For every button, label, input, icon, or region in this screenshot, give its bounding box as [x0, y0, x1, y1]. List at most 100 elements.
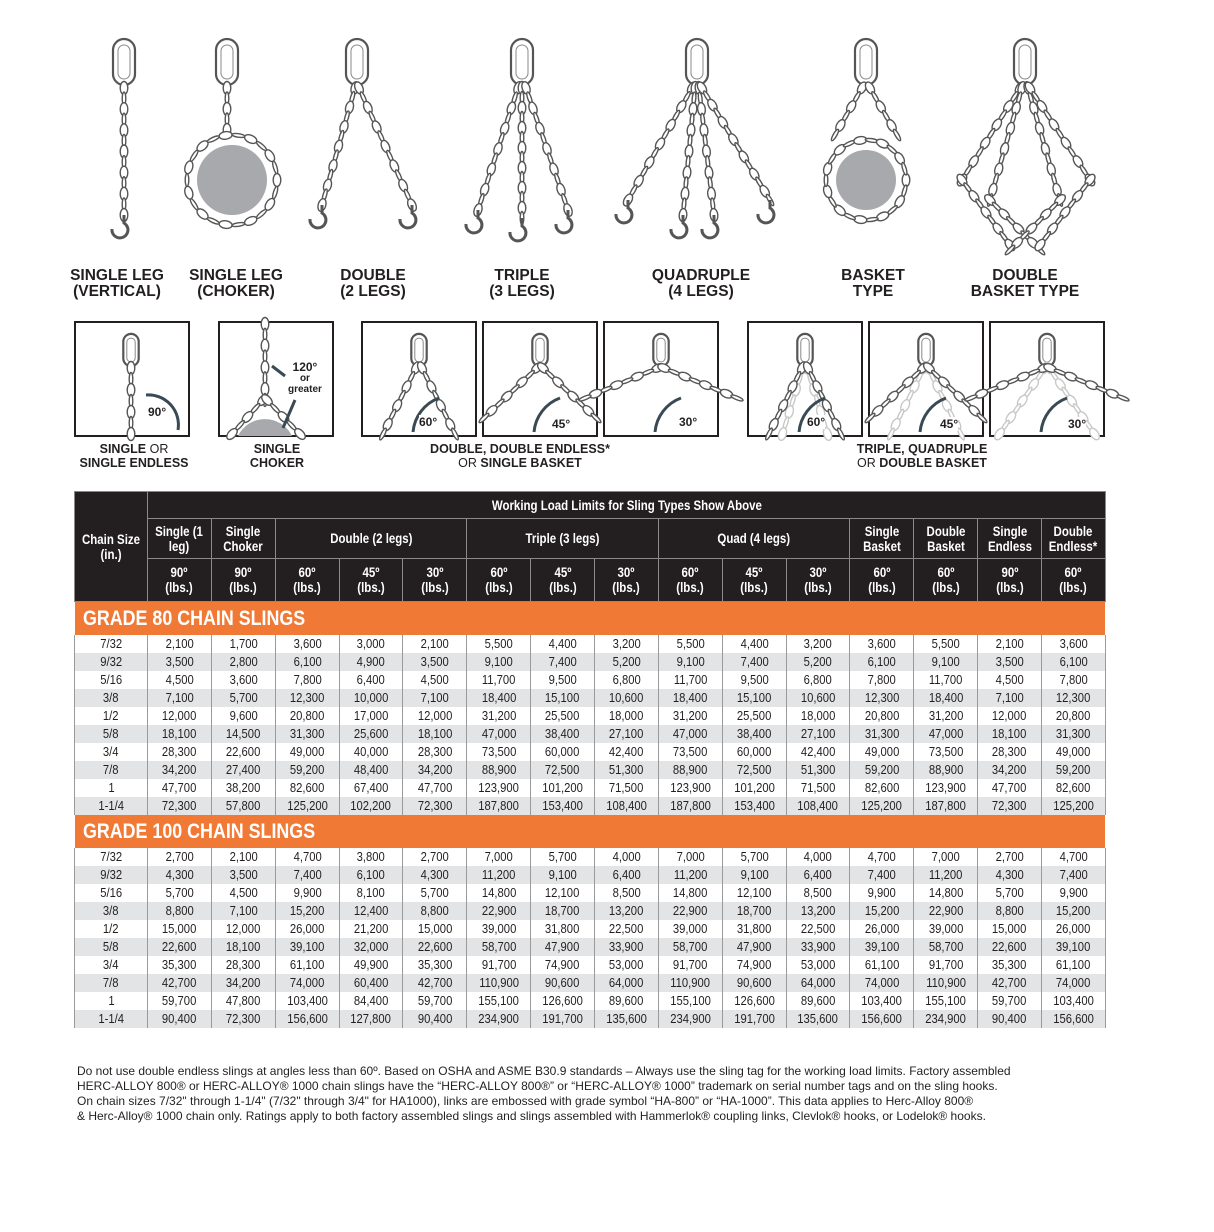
load-limit-cell: 7,400	[1041, 866, 1106, 884]
chain-link-icon	[218, 130, 233, 141]
table-row: 7/8 42,700 34,200 74,000 60,400 42,700 110,900…	[74, 974, 1106, 992]
load-limit-cell: 7,000	[657, 848, 723, 866]
load-limit-cell: 9,500	[721, 671, 787, 689]
load-limit-cell: 28,300	[977, 743, 1043, 761]
load-limit-cell: 5,200	[785, 653, 851, 671]
chain-link-icon	[184, 160, 194, 175]
hook-icon	[756, 200, 776, 225]
load-limit-cell: 31,300	[849, 725, 915, 743]
load-limit-cell: 20,800	[849, 707, 915, 725]
load-limit-cell: 64,000	[594, 974, 659, 992]
load-icon	[238, 419, 292, 436]
sling-group-header: Double (2 legs)	[274, 518, 468, 559]
load-limit-cell: 57,800	[210, 797, 276, 815]
load-limit-cell: 123,900	[657, 779, 723, 797]
load-limit-cell: 72,300	[210, 1010, 276, 1028]
label-line: QUADRUPLE	[651, 267, 751, 284]
load-limit-cell: 4,500	[977, 671, 1043, 689]
load-limit-cell: 59,700	[402, 992, 468, 1010]
load-limit-cell: 11,700	[913, 671, 979, 689]
load-limit-cell: 6,400	[338, 671, 404, 689]
load-limit-cell: 22,500	[594, 920, 659, 938]
sling-type-label: DOUBLE BASKET TYPE	[971, 268, 1080, 300]
label-line: SINGLE LEG	[189, 267, 283, 284]
load-limit-cell: 12,000	[402, 707, 468, 725]
load-limit-cell: 7,000	[466, 848, 532, 866]
angle-arrow-icon	[1039, 396, 1068, 433]
load-limit-cell: 14,800	[466, 884, 532, 902]
load-limit-cell: 3,600	[210, 671, 276, 689]
chain-link-icon	[218, 219, 233, 230]
load-limit-cell: 108,400	[785, 797, 851, 815]
chain-link-icon	[886, 427, 896, 441]
load-limit-cell: 74,000	[849, 974, 915, 992]
label-line: (2 LEGS)	[340, 283, 406, 300]
chain-link-icon	[976, 412, 988, 424]
load-limit-cell: 51,300	[785, 761, 851, 779]
caption-bold: DOUBLE BASKET	[879, 456, 987, 470]
load-limit-cell: 7,100	[210, 902, 276, 920]
label-line: (3 LEGS)	[489, 283, 555, 300]
load-limit-cell: 84,400	[338, 992, 404, 1010]
sling-group-header: Single (1 leg)	[147, 518, 212, 559]
load-limit-cell: 35,300	[402, 956, 468, 974]
load-limit-cell: 90,400	[147, 1010, 212, 1028]
footnote-line: Do not use double endless slings at angl…	[77, 1064, 1011, 1078]
caption-thin: OR	[146, 442, 169, 456]
load-limit-cell: 126,600	[721, 992, 787, 1010]
load-limit-cell: 5,500	[913, 635, 979, 653]
load-limit-cell: 22,900	[657, 902, 723, 920]
diagram-caption: SINGLE OR SINGLE ENDLESS	[79, 442, 188, 470]
load-limit-cell: 6,100	[274, 653, 340, 671]
load-limit-cell: 3,500	[402, 653, 468, 671]
load-limit-cell: 6,100	[1041, 653, 1106, 671]
load-limit-cell: 17,000	[338, 707, 404, 725]
load-limit-cell: 34,200	[210, 974, 276, 992]
hook-icon	[700, 215, 720, 240]
sling-group-header: Single Basket	[849, 518, 915, 559]
diagram-caption: DOUBLE, DOUBLE ENDLESS* OR SINGLE BASKET	[430, 442, 610, 470]
hook-icon	[669, 215, 689, 240]
master-link-inner	[117, 44, 131, 80]
load-limit-cell: 4,700	[1041, 848, 1106, 866]
load-limit-cell: 42,400	[594, 743, 659, 761]
load-limit-cell: 25,500	[530, 707, 596, 725]
load-limit-cell: 191,700	[530, 1010, 596, 1028]
load-limit-cell: 6,800	[785, 671, 851, 689]
load-limit-cell: 13,200	[594, 902, 659, 920]
load-limit-cell: 12,300	[274, 689, 340, 707]
load-limit-cell: 12,000	[147, 707, 212, 725]
load-limit-cell: 53,000	[785, 956, 851, 974]
load-limit-cell: 14,800	[913, 884, 979, 902]
load-limit-cell: 40,000	[338, 743, 404, 761]
chain-link-icon	[1116, 394, 1130, 402]
angle-header: 60º (lbs.)	[1041, 558, 1106, 602]
chain-link-icon	[226, 427, 238, 441]
load-limit-cell: 156,600	[849, 1010, 915, 1028]
angle-diagram-box	[747, 321, 863, 442]
label-line: BASKET	[841, 267, 905, 284]
load-limit-cell: 3,500	[977, 653, 1043, 671]
angle-label: 45°	[940, 417, 959, 431]
load-limit-cell: 22,900	[466, 902, 532, 920]
table-row: 3/4 35,300 28,300 61,100 49,900 35,300 91,700 7…	[74, 956, 1106, 974]
load-limit-cell: 2,700	[977, 848, 1043, 866]
load-limit-cell: 74,900	[530, 956, 596, 974]
load-limit-cell: 155,100	[466, 992, 532, 1010]
load-limit-cell: 72,300	[147, 797, 212, 815]
master-link-inner	[859, 44, 873, 80]
load-limit-cell: 49,000	[849, 743, 915, 761]
table-row: 3/4 28,300 22,600 49,000 40,000 28,300 73,500 6…	[74, 743, 1106, 761]
load-limit-cell: 9,100	[913, 653, 979, 671]
load-limit-cell: 67,400	[338, 779, 404, 797]
load-limit-cell: 4,700	[849, 848, 915, 866]
table-row: 1 47,700 38,200 82,600 67,400 47,700 123,900 10…	[74, 779, 1106, 797]
angle-arrow-icon	[411, 396, 440, 433]
load-limit-cell: 58,700	[657, 938, 723, 956]
angle-arrow-icon	[653, 396, 682, 433]
load-limit-cell: 9,600	[210, 707, 276, 725]
load-limit-cell: 22,900	[913, 902, 979, 920]
hook-icon	[554, 210, 574, 235]
load-limit-cell: 4,900	[338, 653, 404, 671]
load-limit-cell: 22,600	[147, 938, 212, 956]
